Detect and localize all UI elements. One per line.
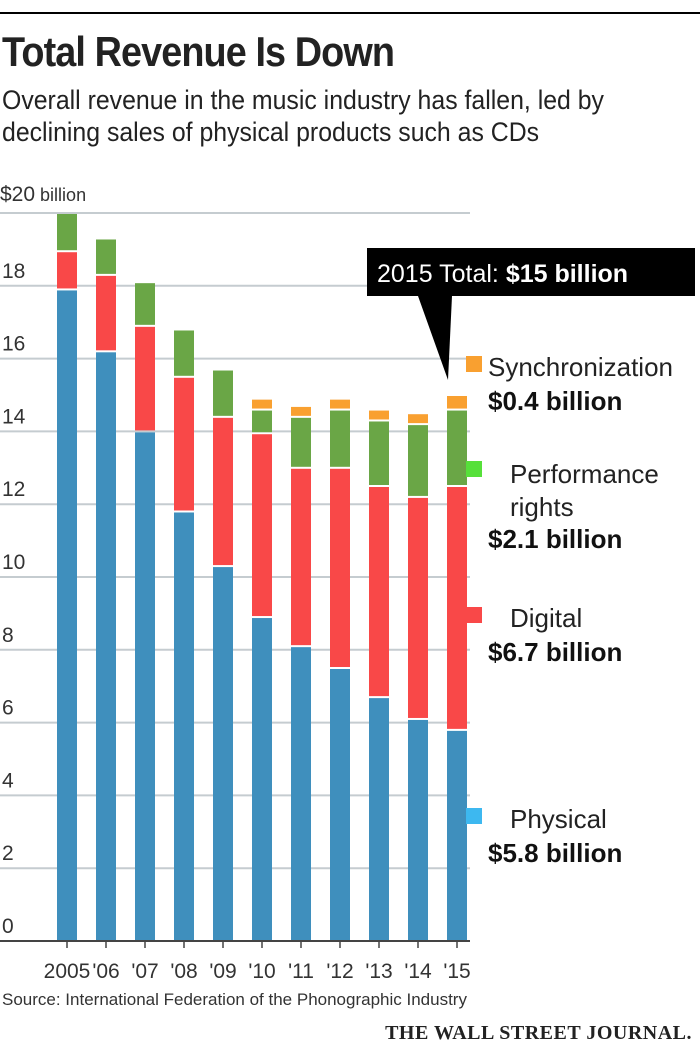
bar-synchronization <box>447 396 467 409</box>
bar-digital <box>213 417 233 566</box>
x-tick-label: 2005 <box>44 960 91 983</box>
x-tick-label: '14 <box>404 960 432 983</box>
x-tick-label: '07 <box>131 960 158 983</box>
annotation-pointer <box>418 296 452 380</box>
chart-subtitle: Overall revenue in the music industry ha… <box>2 85 604 147</box>
bar-performance-rights <box>174 330 194 376</box>
legend-value: $5.8 billion <box>488 838 622 868</box>
source-note: Source: International Federation of the … <box>2 990 467 1009</box>
x-tick-label: '15 <box>443 960 470 983</box>
top-rule <box>0 12 700 14</box>
x-tick-label: '12 <box>326 960 353 983</box>
bar-digital <box>174 377 194 511</box>
legend-label: Physical <box>510 804 607 834</box>
y-tick-label: 0 <box>2 915 14 938</box>
bar-physical <box>213 567 233 940</box>
bar-physical <box>252 618 272 940</box>
bar-synchronization <box>330 399 350 409</box>
legend-value: $6.7 billion <box>488 637 622 667</box>
bar-physical <box>174 512 194 940</box>
x-tick-label: '09 <box>209 960 236 983</box>
bar-digital <box>252 434 272 617</box>
legend-label: Performance <box>510 459 659 489</box>
bar-synchronization <box>369 410 389 420</box>
y-tick-label: 2 <box>2 842 14 865</box>
bar-digital <box>369 487 389 697</box>
y-tick-label: 10 <box>2 551 25 574</box>
bar-synchronization <box>408 414 428 424</box>
bar-physical <box>57 290 77 940</box>
bar-physical <box>330 669 350 940</box>
y-tick-label: 16 <box>2 333 25 356</box>
chart-title: Total Revenue Is Down <box>2 28 395 75</box>
bar-performance-rights <box>330 410 350 467</box>
bar-performance-rights <box>135 283 155 325</box>
legend-value: $0.4 billion <box>488 386 622 416</box>
bar-digital <box>57 252 77 289</box>
bar-performance-rights <box>252 410 272 433</box>
annotation-box <box>367 248 695 296</box>
annotation-text: 2015 Total: $15 billion <box>377 260 628 288</box>
bar-performance-rights <box>369 421 389 485</box>
x-tick-label: '11 <box>288 960 314 983</box>
bar-performance-rights <box>96 239 116 274</box>
bar-physical <box>408 719 428 940</box>
bar-performance-rights <box>408 425 428 496</box>
legend-swatch <box>466 808 482 824</box>
bar-digital <box>447 487 467 729</box>
y-tick-label: 6 <box>2 697 14 720</box>
y-tick-label: 8 <box>2 624 14 647</box>
bar-digital <box>408 497 428 718</box>
y-tick-label: 4 <box>2 769 14 792</box>
bar-physical <box>135 432 155 940</box>
bar-performance-rights <box>213 370 233 416</box>
legend-swatch <box>466 356 482 372</box>
wsj-logo: THE WALL STREET JOURNAL. <box>385 1022 692 1044</box>
bar-physical <box>291 647 311 940</box>
bar-synchronization <box>291 406 311 416</box>
x-tick-label: '06 <box>92 960 119 983</box>
bar-performance-rights <box>447 410 467 485</box>
bar-digital <box>96 275 116 351</box>
bar-performance-rights <box>57 214 77 251</box>
bar-digital <box>135 326 155 431</box>
y-tick-label: 12 <box>2 478 25 501</box>
bar-synchronization <box>252 399 272 409</box>
bar-digital <box>291 468 311 646</box>
y-tick-label: 18 <box>2 260 25 283</box>
y-tick-label: 14 <box>2 405 26 428</box>
x-tick-label: '13 <box>365 960 392 983</box>
bar-physical <box>447 730 467 940</box>
bar-digital <box>330 468 350 667</box>
legend-label: Digital <box>510 603 582 633</box>
legend-value: $2.1 billion <box>488 524 622 554</box>
legend-swatch <box>466 607 482 623</box>
legend-label: Synchronization <box>488 352 673 382</box>
legend-swatch <box>466 461 482 477</box>
bar-performance-rights <box>291 417 311 467</box>
x-tick-label: '08 <box>170 960 197 983</box>
bar-physical <box>96 352 116 940</box>
y-tick-label-top: $20 billion <box>0 183 86 206</box>
x-tick-label: '10 <box>248 960 275 983</box>
legend-label: rights <box>510 492 574 522</box>
bar-physical <box>369 698 389 940</box>
